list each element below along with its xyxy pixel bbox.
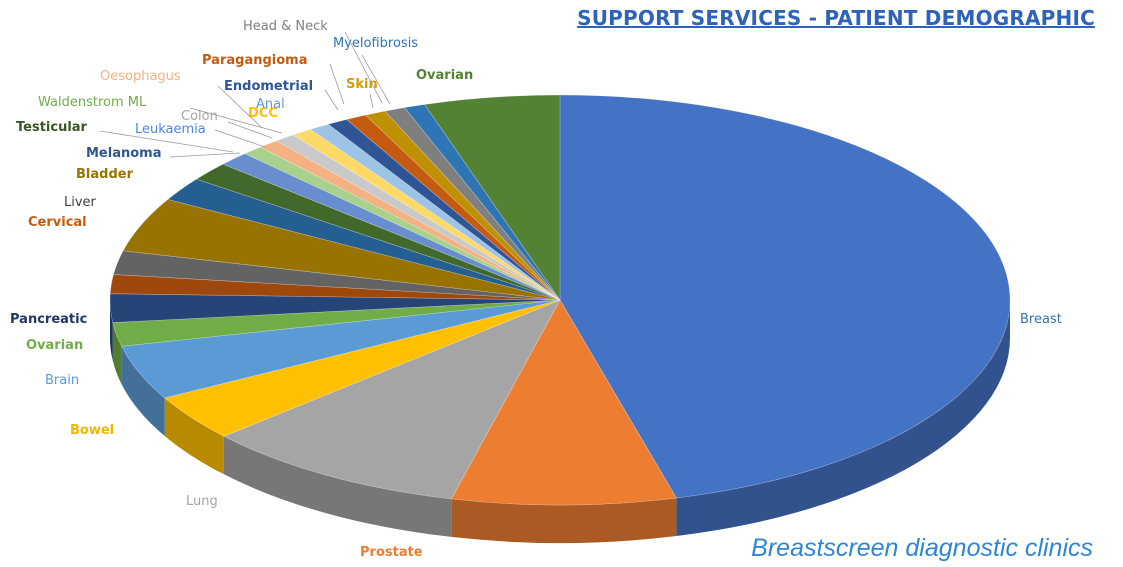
leader-line-21 xyxy=(344,31,383,104)
leader-line-14 xyxy=(217,85,263,129)
pie-side-5 xyxy=(112,322,122,385)
slice-label-20: Skin xyxy=(346,77,378,92)
pie-slice-15 xyxy=(275,134,561,301)
pie-side-3 xyxy=(164,397,224,475)
pie-slice-21 xyxy=(384,107,561,301)
pie-slice-1 xyxy=(450,299,677,506)
slice-label-1: Prostate xyxy=(360,545,423,560)
pie-side-0 xyxy=(676,300,1011,537)
pie-side-6 xyxy=(110,300,113,361)
pie-side-2 xyxy=(223,436,452,537)
slice-label-3: Bowel xyxy=(70,423,114,438)
pie-slice-8 xyxy=(113,250,561,301)
slice-label-17: Anal xyxy=(256,97,285,112)
slice-label-12: Leukaemia xyxy=(135,122,206,137)
pie-slice-20 xyxy=(364,110,561,301)
pie-sides xyxy=(110,300,1011,543)
pie-slice-18 xyxy=(327,119,561,301)
pie-side-4 xyxy=(121,346,165,436)
leader-line-20 xyxy=(369,93,374,109)
slice-label-5: Ovarian xyxy=(26,338,83,353)
slice-label-0: Breast xyxy=(1020,312,1062,327)
slice-label-4: Brain xyxy=(45,373,79,388)
slice-label-21: Head & Neck xyxy=(243,19,328,34)
leader-line-19 xyxy=(329,63,345,105)
slice-label-13: Waldenstrom ML xyxy=(38,95,147,110)
footer-caption: Breastscreen diagnostic clinics xyxy=(751,534,1093,562)
pie-slice-2 xyxy=(223,299,561,500)
pie-slice-14 xyxy=(259,140,561,301)
pie-slice-12 xyxy=(222,153,561,301)
pie-slice-5 xyxy=(112,299,561,347)
pie-slice-17 xyxy=(309,123,561,301)
slice-label-22: Myelofibrosis xyxy=(333,36,418,51)
leader-line-11 xyxy=(99,130,234,153)
pie-slice-0 xyxy=(559,94,1011,499)
slice-labels: Breast Prostate Lung Bowel Brain Ovarian Pancr… xyxy=(10,19,1062,560)
pie-slice-4 xyxy=(121,299,561,399)
pie-slice-7 xyxy=(109,274,561,301)
pie-slice-6 xyxy=(109,293,561,323)
slice-label-6: Pancreatic xyxy=(10,312,87,327)
pie-slice-23 xyxy=(424,94,561,301)
slice-label-19: Paragangioma xyxy=(202,53,307,68)
pie-slice-19 xyxy=(346,114,561,301)
pie-slice-16 xyxy=(292,129,561,301)
leader-line-15 xyxy=(227,121,273,139)
leader-line-22 xyxy=(361,54,391,105)
pie-side-1 xyxy=(451,498,677,543)
chart-title: SUPPORT SERVICES - PATIENT DEMOGRAPHIC xyxy=(577,6,1095,30)
slice-label-15: Colon xyxy=(181,109,218,124)
pie-slice-11 xyxy=(195,163,561,301)
pie-slices xyxy=(109,94,1011,506)
slice-label-23: Ovarian xyxy=(416,68,473,83)
pie-slice-13 xyxy=(244,146,561,301)
pie-slice-9 xyxy=(122,199,561,301)
slice-label-18: Endometrial xyxy=(224,79,313,94)
leader-line-18 xyxy=(324,89,339,111)
slice-label-7: Cervical xyxy=(28,215,87,230)
slice-label-8: Liver xyxy=(64,195,97,210)
pie-slice-22 xyxy=(404,104,561,301)
slice-label-10: Melanoma xyxy=(86,146,162,161)
slice-label-9: Bladder xyxy=(76,167,134,182)
slice-label-16: DCC xyxy=(248,106,278,121)
pie-slice-10 xyxy=(167,178,561,301)
pie-slice-3 xyxy=(164,299,561,437)
slice-label-11: Testicular xyxy=(16,120,88,135)
leader-line-12 xyxy=(214,129,266,148)
slice-label-2: Lung xyxy=(186,494,218,509)
leader-line-13 xyxy=(189,107,283,134)
slice-label-14: Oesophagus xyxy=(100,69,181,84)
leader-line-10 xyxy=(169,152,241,158)
